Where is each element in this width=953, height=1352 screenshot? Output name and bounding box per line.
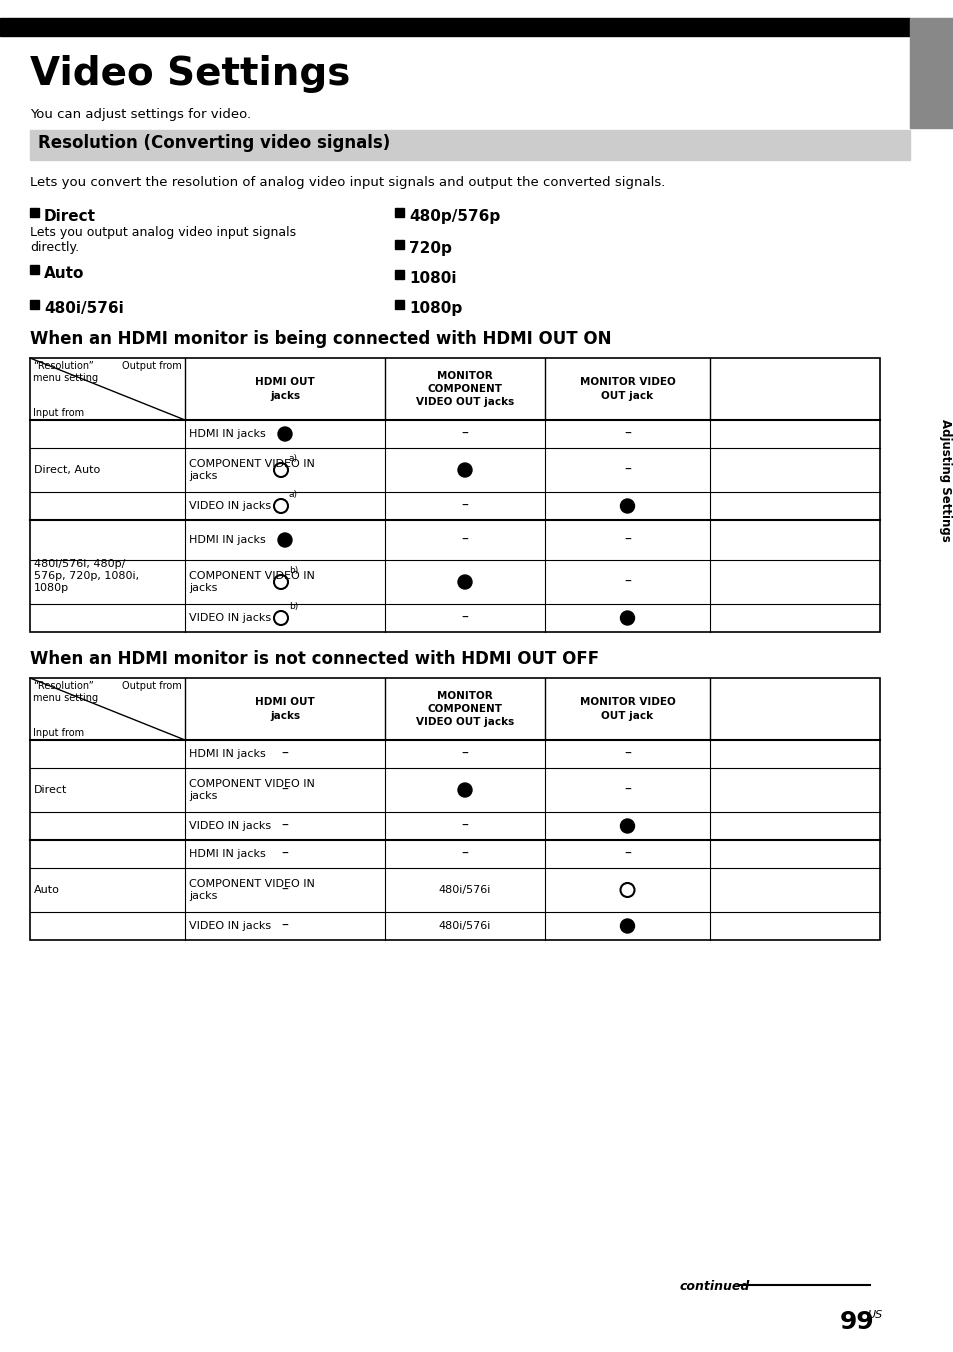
- Bar: [30, 265, 39, 274]
- Circle shape: [457, 575, 472, 589]
- Circle shape: [277, 427, 292, 441]
- Text: US: US: [866, 1310, 882, 1320]
- Bar: [30, 300, 39, 310]
- Text: b): b): [289, 602, 298, 611]
- Bar: [395, 208, 403, 218]
- Text: COMPONENT VIDEO IN
jacks: COMPONENT VIDEO IN jacks: [189, 460, 314, 481]
- Text: MONITOR VIDEO
OUT jack: MONITOR VIDEO OUT jack: [579, 377, 675, 400]
- Bar: [395, 241, 403, 249]
- Text: 480i/576i: 480i/576i: [438, 921, 491, 932]
- Text: COMPONENT VIDEO IN
jacks: COMPONENT VIDEO IN jacks: [189, 779, 314, 800]
- Circle shape: [457, 783, 472, 796]
- Text: –: –: [281, 919, 288, 933]
- Text: HDMI OUT
jacks: HDMI OUT jacks: [254, 698, 314, 721]
- Text: 1080p: 1080p: [409, 301, 462, 316]
- Text: MONITOR
COMPONENT
VIDEO OUT jacks: MONITOR COMPONENT VIDEO OUT jacks: [416, 691, 514, 727]
- Text: –: –: [623, 575, 630, 589]
- Circle shape: [457, 462, 472, 477]
- Text: –: –: [461, 427, 468, 441]
- Text: –: –: [623, 846, 630, 861]
- Text: –: –: [623, 427, 630, 441]
- Text: 480i/576i: 480i/576i: [44, 301, 124, 316]
- Circle shape: [277, 533, 292, 548]
- Text: MONITOR
COMPONENT
VIDEO OUT jacks: MONITOR COMPONENT VIDEO OUT jacks: [416, 370, 514, 407]
- Text: Resolution (Converting video signals): Resolution (Converting video signals): [38, 134, 390, 151]
- Text: HDMI IN jacks: HDMI IN jacks: [189, 535, 266, 545]
- Text: “Resolution”
menu setting: “Resolution” menu setting: [33, 681, 98, 703]
- Text: –: –: [281, 819, 288, 833]
- Text: 480p/576p: 480p/576p: [409, 210, 499, 224]
- Text: HDMI IN jacks: HDMI IN jacks: [189, 429, 266, 439]
- Text: Direct: Direct: [44, 210, 96, 224]
- Text: Input from: Input from: [33, 408, 84, 418]
- Text: VIDEO IN jacks: VIDEO IN jacks: [189, 921, 271, 932]
- Text: Direct, Auto: Direct, Auto: [34, 465, 100, 475]
- Text: HDMI OUT
jacks: HDMI OUT jacks: [254, 377, 314, 400]
- Bar: [30, 677, 879, 940]
- Circle shape: [619, 499, 634, 512]
- Text: 1080i: 1080i: [409, 270, 456, 287]
- Text: You can adjust settings for video.: You can adjust settings for video.: [30, 108, 251, 120]
- Circle shape: [619, 611, 634, 625]
- Text: Lets you output analog video input signals
directly.: Lets you output analog video input signa…: [30, 226, 295, 254]
- Text: MONITOR VIDEO
OUT jack: MONITOR VIDEO OUT jack: [579, 698, 675, 721]
- Text: VIDEO IN jacks: VIDEO IN jacks: [189, 502, 271, 511]
- Text: Auto: Auto: [44, 266, 84, 281]
- Text: When an HDMI monitor is not connected with HDMI OUT OFF: When an HDMI monitor is not connected wi…: [30, 650, 598, 668]
- Text: –: –: [623, 783, 630, 796]
- Text: –: –: [461, 748, 468, 761]
- Text: 720p: 720p: [409, 241, 452, 256]
- Text: COMPONENT VIDEO IN
jacks: COMPONENT VIDEO IN jacks: [189, 571, 314, 592]
- Text: COMPONENT VIDEO IN
jacks: COMPONENT VIDEO IN jacks: [189, 879, 314, 900]
- Text: –: –: [281, 846, 288, 861]
- Bar: [30, 208, 39, 218]
- Text: Output from: Output from: [122, 361, 182, 370]
- Bar: [0, 18, 909, 37]
- Bar: [395, 270, 403, 279]
- Text: –: –: [623, 462, 630, 477]
- Text: a): a): [289, 489, 297, 499]
- Bar: [30, 130, 909, 160]
- Text: HDMI IN jacks: HDMI IN jacks: [189, 849, 266, 859]
- Text: 99: 99: [840, 1310, 874, 1334]
- Bar: [395, 300, 403, 310]
- Text: –: –: [281, 748, 288, 761]
- Text: –: –: [461, 611, 468, 625]
- Text: Video Settings: Video Settings: [30, 55, 350, 93]
- Text: –: –: [623, 748, 630, 761]
- Text: Output from: Output from: [122, 681, 182, 691]
- Text: Auto: Auto: [34, 886, 60, 895]
- Text: 480i/576i, 480p/
576p, 720p, 1080i,
1080p: 480i/576i, 480p/ 576p, 720p, 1080i, 1080…: [34, 560, 139, 592]
- Text: VIDEO IN jacks: VIDEO IN jacks: [189, 612, 271, 623]
- Text: –: –: [281, 883, 288, 896]
- Circle shape: [619, 919, 634, 933]
- Text: continued: continued: [679, 1280, 750, 1293]
- Text: Input from: Input from: [33, 727, 84, 738]
- Text: b): b): [289, 566, 298, 575]
- Text: –: –: [623, 533, 630, 548]
- Text: Adjusting Settings: Adjusting Settings: [939, 419, 951, 541]
- Text: Direct: Direct: [34, 786, 68, 795]
- Text: a): a): [289, 454, 297, 462]
- Text: HDMI IN jacks: HDMI IN jacks: [189, 749, 266, 758]
- Text: –: –: [461, 533, 468, 548]
- Text: Lets you convert the resolution of analog video input signals and output the con: Lets you convert the resolution of analo…: [30, 176, 664, 189]
- Text: “Resolution”
menu setting: “Resolution” menu setting: [33, 361, 98, 383]
- Text: 480i/576i: 480i/576i: [438, 886, 491, 895]
- Text: –: –: [281, 783, 288, 796]
- Circle shape: [619, 819, 634, 833]
- Text: –: –: [461, 846, 468, 861]
- Bar: [909, 18, 953, 128]
- Text: When an HDMI monitor is being connected with HDMI OUT ON: When an HDMI monitor is being connected …: [30, 330, 611, 347]
- Text: –: –: [461, 819, 468, 833]
- Bar: [30, 358, 879, 631]
- Text: –: –: [461, 499, 468, 512]
- Text: VIDEO IN jacks: VIDEO IN jacks: [189, 821, 271, 831]
